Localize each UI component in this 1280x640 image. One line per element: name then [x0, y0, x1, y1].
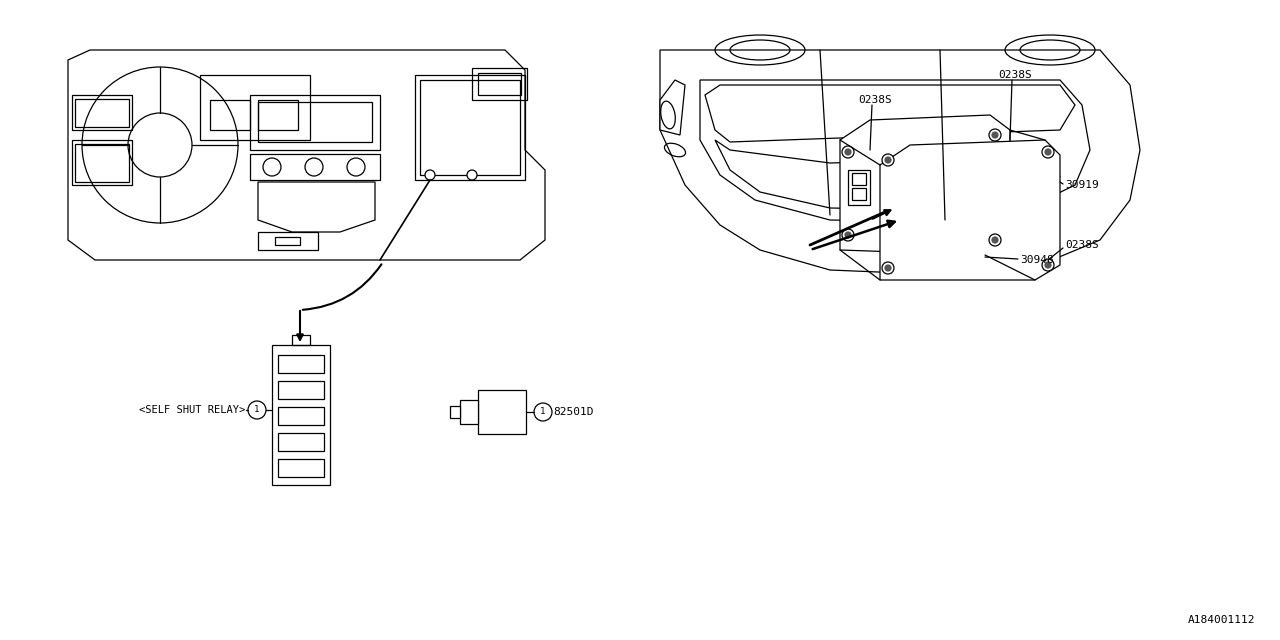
Circle shape	[845, 149, 851, 155]
Circle shape	[992, 237, 998, 243]
Text: <SELF SHUT RELAY>: <SELF SHUT RELAY>	[138, 405, 244, 415]
Bar	[278, 355, 324, 373]
Bar	[72, 95, 132, 130]
Bar	[420, 80, 520, 175]
Circle shape	[989, 129, 1001, 141]
Text: 0238S: 0238S	[858, 95, 892, 105]
Text: 82501D: 82501D	[553, 407, 594, 417]
Bar	[275, 237, 300, 245]
Text: 0238S: 0238S	[1065, 240, 1098, 250]
Text: 1: 1	[540, 408, 545, 417]
Circle shape	[1044, 149, 1051, 155]
Bar	[477, 73, 521, 95]
Bar	[292, 335, 310, 345]
Bar	[278, 407, 324, 425]
Bar	[415, 75, 525, 180]
Bar	[460, 400, 477, 424]
Polygon shape	[881, 140, 1060, 280]
Circle shape	[882, 154, 893, 166]
Circle shape	[845, 232, 851, 238]
Circle shape	[425, 170, 435, 180]
Circle shape	[1042, 146, 1053, 158]
Bar	[451, 406, 460, 418]
Circle shape	[842, 146, 854, 158]
Bar	[250, 95, 380, 150]
Bar	[76, 99, 129, 127]
Bar	[849, 170, 870, 205]
Text: A184001112: A184001112	[1188, 615, 1254, 625]
Polygon shape	[700, 80, 1091, 222]
Bar	[278, 381, 324, 399]
Polygon shape	[660, 80, 685, 135]
Bar	[273, 345, 330, 485]
Bar	[278, 459, 324, 477]
Circle shape	[989, 234, 1001, 246]
Bar	[852, 173, 867, 185]
Circle shape	[884, 265, 891, 271]
Bar	[200, 75, 310, 140]
Circle shape	[467, 170, 477, 180]
Text: 1: 1	[255, 406, 260, 415]
Circle shape	[882, 262, 893, 274]
Bar	[259, 100, 298, 130]
Bar	[76, 144, 129, 182]
Polygon shape	[259, 182, 375, 232]
Bar	[472, 68, 527, 100]
Polygon shape	[660, 50, 1140, 275]
Text: 0238S: 0238S	[998, 70, 1032, 80]
Bar	[852, 188, 867, 200]
Circle shape	[842, 229, 854, 241]
Circle shape	[1042, 259, 1053, 271]
Bar	[72, 140, 132, 185]
Polygon shape	[840, 115, 1010, 255]
Bar	[259, 232, 317, 250]
Bar	[278, 433, 324, 451]
Bar	[210, 100, 250, 130]
Polygon shape	[68, 50, 545, 260]
Circle shape	[1044, 262, 1051, 268]
Bar	[477, 390, 526, 434]
Circle shape	[992, 132, 998, 138]
Text: 30948: 30948	[1020, 255, 1053, 265]
Bar	[259, 102, 372, 142]
Text: 30919: 30919	[1065, 180, 1098, 190]
Bar	[250, 154, 380, 180]
Circle shape	[884, 157, 891, 163]
